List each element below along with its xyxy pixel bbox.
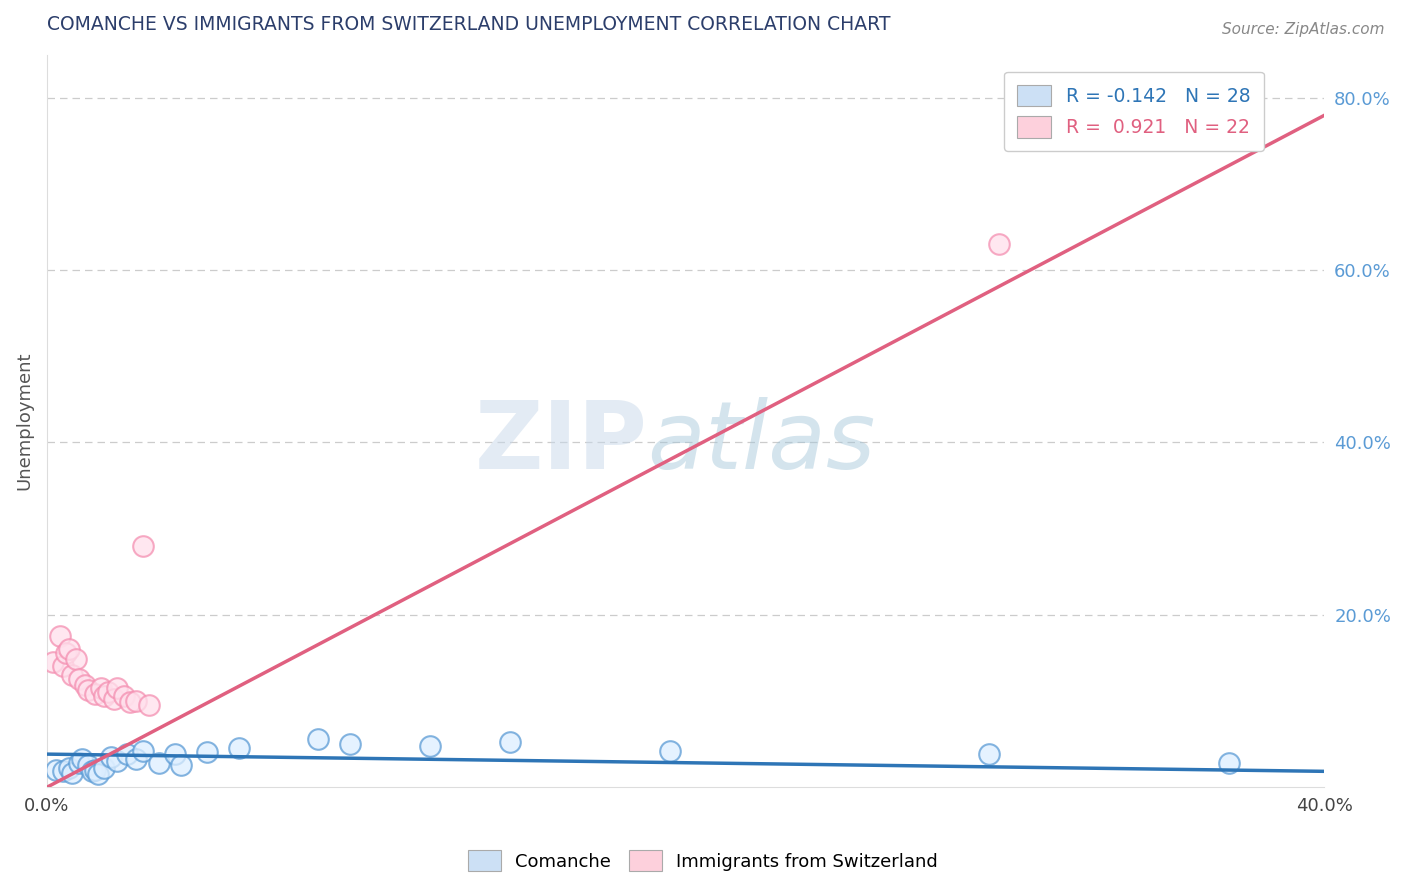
Point <box>42 655 65 669</box>
Point <box>148 756 170 770</box>
Point <box>163 747 186 761</box>
Point <box>170 758 193 772</box>
Point <box>75 678 97 692</box>
Point <box>131 744 153 758</box>
Point <box>195 745 218 759</box>
Point <box>67 672 90 686</box>
Point <box>48 629 70 643</box>
Point <box>45 763 67 777</box>
Point <box>118 696 141 710</box>
Point <box>87 767 110 781</box>
Point <box>419 739 441 753</box>
Text: atlas: atlas <box>647 397 876 489</box>
Point <box>83 763 105 777</box>
Text: COMANCHE VS IMMIGRANTS FROM SWITZERLAND UNEMPLOYMENT CORRELATION CHART: COMANCHE VS IMMIGRANTS FROM SWITZERLAND … <box>46 15 890 34</box>
Point <box>52 659 75 673</box>
Point <box>93 690 115 704</box>
Point <box>228 741 250 756</box>
Point <box>97 685 120 699</box>
Point <box>62 668 84 682</box>
Point <box>987 237 1010 252</box>
Point <box>83 687 105 701</box>
Point <box>125 752 148 766</box>
Point <box>105 681 128 695</box>
Legend: Comanche, Immigrants from Switzerland: Comanche, Immigrants from Switzerland <box>461 843 945 879</box>
Point <box>131 539 153 553</box>
Point <box>658 744 681 758</box>
Point <box>105 754 128 768</box>
Point <box>58 761 80 775</box>
Point <box>55 646 77 660</box>
Point <box>125 694 148 708</box>
Point <box>1218 756 1240 770</box>
Point <box>67 756 90 770</box>
Point <box>339 737 361 751</box>
Legend: R = -0.142   N = 28, R =  0.921   N = 22: R = -0.142 N = 28, R = 0.921 N = 22 <box>1004 71 1264 151</box>
Point <box>499 735 522 749</box>
Point <box>100 749 122 764</box>
Point <box>115 747 138 761</box>
Point <box>103 692 125 706</box>
Point <box>80 764 103 779</box>
Point <box>977 747 1000 761</box>
Text: ZIP: ZIP <box>474 397 647 489</box>
Point <box>77 683 100 698</box>
Point <box>90 681 112 695</box>
Point <box>307 732 329 747</box>
Point <box>93 761 115 775</box>
Point <box>112 690 135 704</box>
Point <box>77 758 100 772</box>
Text: Source: ZipAtlas.com: Source: ZipAtlas.com <box>1222 22 1385 37</box>
Point <box>58 642 80 657</box>
Point <box>70 752 93 766</box>
Point <box>52 764 75 779</box>
Point <box>65 652 87 666</box>
Point <box>62 766 84 780</box>
Y-axis label: Unemployment: Unemployment <box>15 351 32 491</box>
Point <box>138 698 160 712</box>
